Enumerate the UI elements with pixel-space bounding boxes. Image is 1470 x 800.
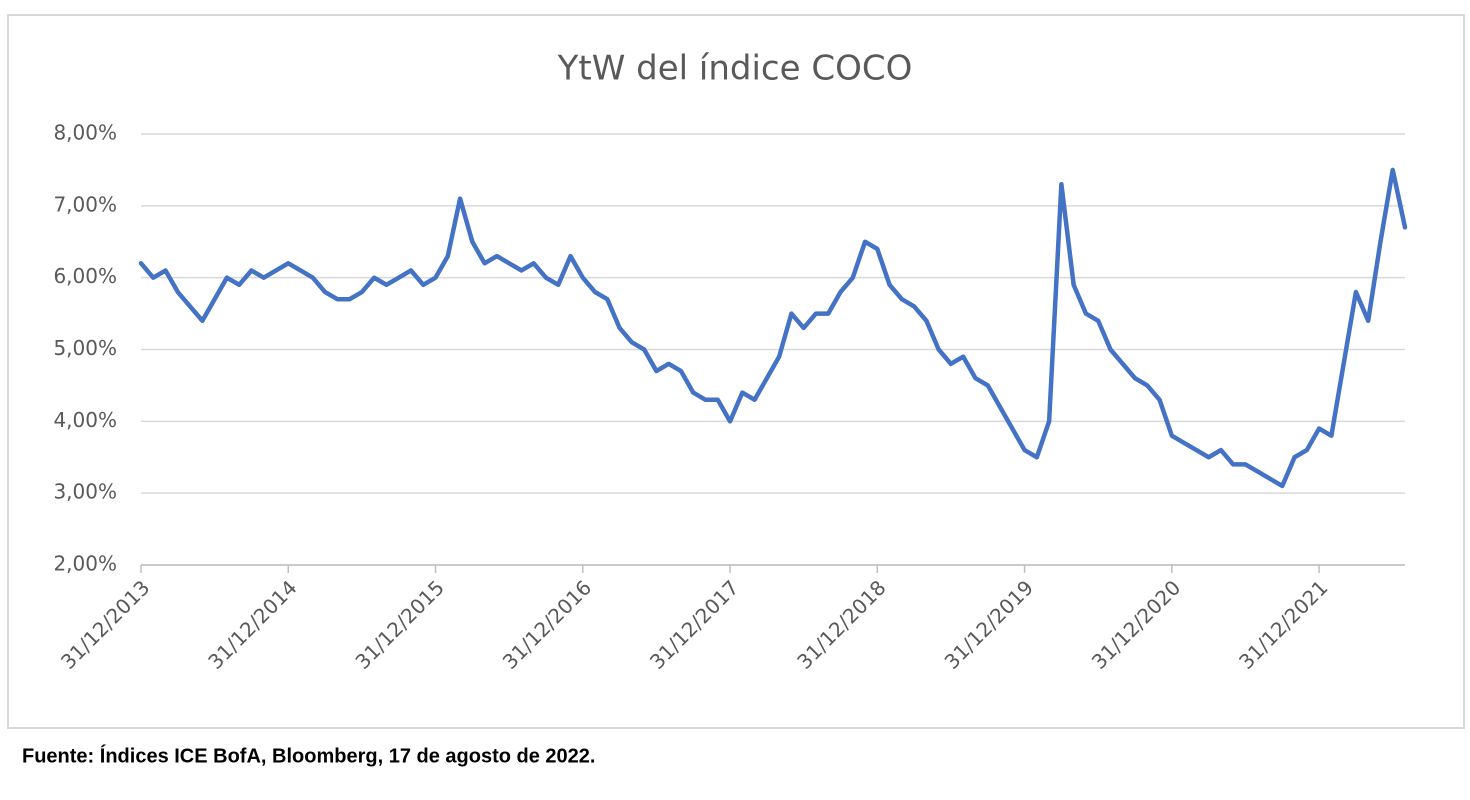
chart-border	[7, 14, 1465, 729]
data-line	[138, 167, 1408, 489]
y-tick-label: 2,00%	[53, 552, 117, 576]
y-tick-label: 3,00%	[53, 480, 117, 504]
y-tick-label: 5,00%	[53, 336, 117, 360]
y-tick-label: 8,00%	[53, 121, 117, 145]
y-tick-label: 7,00%	[53, 192, 117, 216]
y-tick-label: 4,00%	[53, 408, 117, 432]
source-note: Fuente: Índices ICE BofA, Bloomberg, 17 …	[22, 744, 595, 767]
y-tick-label: 6,00%	[53, 264, 117, 288]
chart-title: YtW del índice COCO	[557, 49, 913, 89]
